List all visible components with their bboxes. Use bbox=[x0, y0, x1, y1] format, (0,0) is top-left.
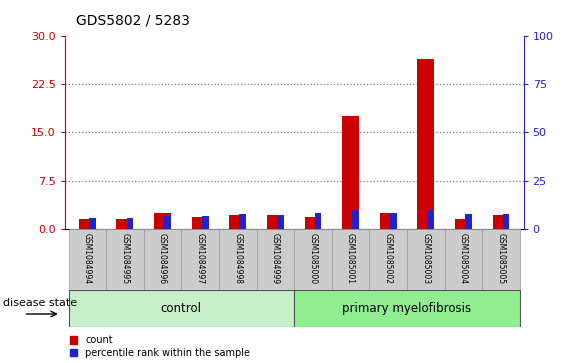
Bar bbox=[267, 215, 284, 229]
Bar bbox=[294, 229, 332, 290]
Bar bbox=[154, 213, 171, 229]
Text: GSM1085004: GSM1085004 bbox=[459, 233, 468, 284]
Bar bbox=[342, 117, 359, 229]
Bar bbox=[69, 229, 106, 290]
Text: primary myelofibrosis: primary myelofibrosis bbox=[342, 302, 472, 315]
Bar bbox=[202, 216, 209, 229]
Bar bbox=[69, 290, 294, 327]
Bar bbox=[427, 211, 434, 229]
Bar bbox=[164, 216, 171, 229]
Bar bbox=[352, 211, 359, 229]
Bar bbox=[305, 217, 321, 229]
Text: GSM1084994: GSM1084994 bbox=[83, 233, 92, 284]
Text: GSM1085002: GSM1085002 bbox=[384, 233, 393, 284]
Text: GSM1084996: GSM1084996 bbox=[158, 233, 167, 284]
Legend: count, percentile rank within the sample: count, percentile rank within the sample bbox=[70, 335, 250, 358]
Text: GSM1084995: GSM1084995 bbox=[120, 233, 129, 284]
Bar bbox=[144, 229, 181, 290]
Bar bbox=[445, 229, 482, 290]
Bar bbox=[79, 219, 96, 229]
Bar bbox=[127, 218, 133, 229]
Text: GSM1084998: GSM1084998 bbox=[233, 233, 242, 284]
Bar bbox=[191, 217, 209, 229]
Bar bbox=[379, 213, 397, 229]
Bar bbox=[117, 219, 133, 229]
Bar bbox=[417, 59, 434, 229]
Bar bbox=[219, 229, 257, 290]
Text: GSM1085001: GSM1085001 bbox=[346, 233, 355, 284]
Bar bbox=[390, 213, 397, 229]
Bar bbox=[239, 214, 246, 229]
Bar bbox=[277, 216, 284, 229]
Bar bbox=[465, 214, 472, 229]
Bar bbox=[493, 215, 510, 229]
Text: GSM1085003: GSM1085003 bbox=[421, 233, 430, 284]
Bar bbox=[455, 219, 472, 229]
Text: GSM1085005: GSM1085005 bbox=[497, 233, 506, 284]
Text: disease state: disease state bbox=[3, 298, 77, 308]
Bar bbox=[332, 229, 369, 290]
Text: GSM1085000: GSM1085000 bbox=[309, 233, 318, 284]
Text: GSM1084999: GSM1084999 bbox=[271, 233, 280, 284]
Bar bbox=[294, 290, 520, 327]
Bar bbox=[407, 229, 445, 290]
Bar bbox=[503, 214, 510, 229]
Bar bbox=[315, 213, 321, 229]
Text: GSM1084997: GSM1084997 bbox=[195, 233, 204, 284]
Text: control: control bbox=[161, 302, 202, 315]
Text: GDS5802 / 5283: GDS5802 / 5283 bbox=[76, 13, 190, 27]
Bar bbox=[369, 229, 407, 290]
Bar bbox=[106, 229, 144, 290]
Bar bbox=[181, 229, 219, 290]
Bar bbox=[229, 215, 246, 229]
Bar bbox=[257, 229, 294, 290]
Bar bbox=[89, 218, 96, 229]
Bar bbox=[482, 229, 520, 290]
